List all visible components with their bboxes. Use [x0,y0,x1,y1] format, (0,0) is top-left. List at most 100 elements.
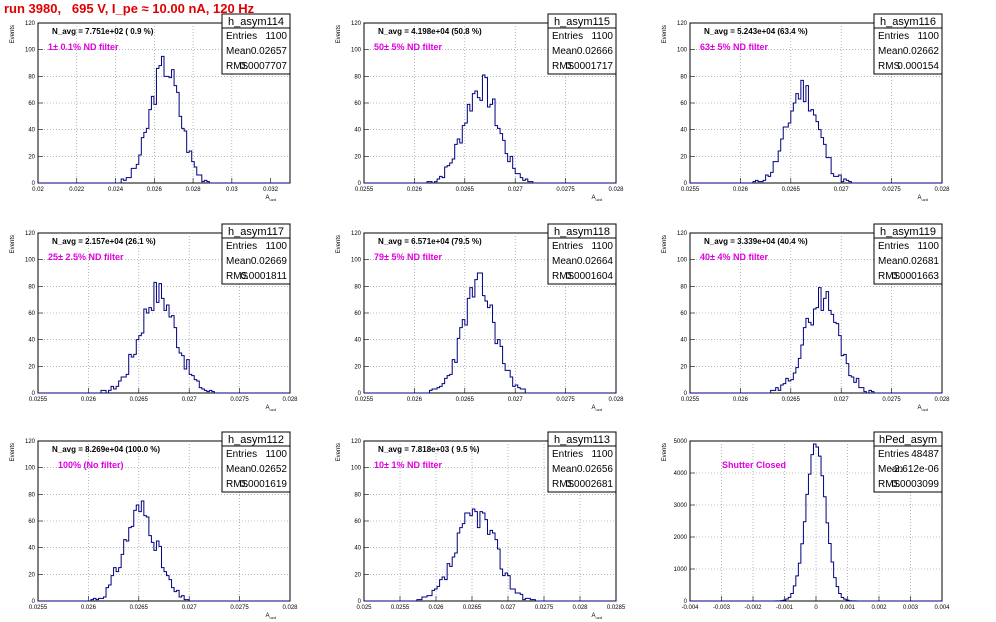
y-tick-label: 100 [351,466,362,472]
y-tick-label: 0 [358,181,362,187]
histogram-name: h_asym119 [880,226,936,238]
y-tick-label: 120 [25,439,36,445]
x-tick-label: -0.001 [776,605,794,611]
x-tick-label: 0.0275 [230,397,249,403]
navg-label: N_avg = 5.243e+04 (63.4 %) [704,27,808,36]
y-tick-label: 120 [25,21,36,27]
navg-label: N_avg = 7.818e+03 ( 9.5 %) [378,445,480,454]
y-tick-label: 60 [354,519,361,525]
y-tick-label: 100 [25,48,36,54]
x-tick-label: -0.004 [681,605,699,611]
x-tick-label: 0.0275 [556,187,575,193]
histogram-name: h_asym117 [228,226,284,238]
y-tick-label: 20 [354,572,361,578]
stat-key-entries: Entries [878,31,909,42]
x-axis-label: Auzd [266,195,276,202]
stat-key-entries: Entries [226,241,257,252]
y-axis-label: Events [662,235,668,253]
stat-key-mean: Mean [552,46,577,57]
filter-label: 1± 0.1% ND filter [48,42,119,52]
stat-key-rms: RMS [552,479,575,490]
stat-value-mean: -2.612e-06 [891,464,940,475]
y-tick-label: 100 [351,48,362,54]
y-tick-label: 0 [32,599,36,605]
stat-value-mean: 0.02666 [577,46,614,57]
x-axis-label: Auzd [918,195,928,202]
x-tick-label: 0.028 [572,605,588,611]
x-axis-label: Auzd [592,195,602,202]
x-tick-label: 0.028 [282,605,298,611]
y-tick-label: 80 [680,74,687,80]
stat-value-rms: 0.0002681 [566,479,614,490]
stats-box [547,13,617,75]
histogram-panel-h_asym118: 0.0255 0.026 0.0265 0.027 0.0275 0.028 0 20 40 60… [336,223,624,412]
x-tick-label: 0.0285 [607,605,626,611]
filter-label: 25± 2.5% ND filter [48,252,124,262]
page-title: run 3980, 695 V, I_pe ≈ 10.00 nA, 120 Hz [4,1,255,16]
histogram-series-h_asym113 [364,508,616,602]
histogram-series-h_asym119 [690,287,942,394]
x-tick-label: 0.028 [282,397,298,403]
stat-key-entries: Entries [878,241,909,252]
histogram-panel-hPed_asym: -0.004 -0.003 -0.002 -0.001 0 0.001 0.002 0.003… [662,431,950,611]
y-tick-label: 100 [351,258,362,264]
stat-value-rms: 0.0001811 [240,271,287,282]
stat-value-rms: 0.0003099 [892,479,940,490]
x-tick-label: 0.024 [108,187,124,193]
stat-key-rms: RMS [878,479,901,490]
x-tick-label: -0.002 [744,605,762,611]
stat-key-mean: Mean [552,256,577,267]
histogram-panel-h_asym112: 0.0255 0.026 0.0265 0.027 0.0275 0.028 0 20 40 60… [10,431,298,620]
stat-key-mean: Mean [226,464,251,475]
stat-value-entries: 1100 [265,241,287,252]
x-tick-label: 0.0275 [230,605,249,611]
x-tick-label: 0.026 [147,187,163,193]
x-tick-label: 0.028 [934,187,950,193]
x-tick-label: 0.027 [508,397,524,403]
y-tick-label: 100 [677,258,688,264]
x-tick-label: 0.0255 [29,397,48,403]
x-axis-label: Auzd [918,405,928,412]
x-tick-label: 0.0265 [782,397,801,403]
stat-value-rms: 0.0001717 [566,61,614,72]
stat-key-entries: Entries [226,449,257,460]
stats-box [873,431,943,493]
y-tick-label: 80 [28,74,35,80]
x-tick-label: 0.025 [356,605,372,611]
x-tick-label: 0.004 [934,605,950,611]
stat-value-mean: 0.02662 [903,46,940,57]
y-tick-label: 120 [25,231,36,237]
histogram-panel-h_asym119: 0.0255 0.026 0.0265 0.027 0.0275 0.028 0 20 40 60… [662,223,950,412]
stats-box [221,431,291,493]
filter-label: 50± 5% ND filter [374,42,442,52]
x-tick-label: 0.03 [226,187,238,193]
y-axis-label: Events [336,443,342,461]
x-tick-label: 0.0255 [29,605,48,611]
x-tick-label: 0.028 [934,397,950,403]
stat-key-entries: Entries [226,31,257,42]
y-tick-label: 120 [351,439,362,445]
x-tick-label: 0.0265 [456,187,475,193]
stat-key-rms: RMS [878,271,901,282]
x-tick-label: 0.001 [840,605,856,611]
stat-key-entries: Entries [552,31,583,42]
y-tick-label: 80 [28,284,35,290]
y-tick-label: 80 [354,492,361,498]
x-tick-label: 0.027 [834,397,850,403]
filter-label: 100% (No filter) [58,460,124,470]
y-tick-label: 3000 [674,503,688,509]
x-tick-label: 0.0275 [882,397,901,403]
filter-label: 10± 1% ND filter [374,460,442,470]
x-tick-label: 0.027 [500,605,516,611]
filter-label: Shutter Closed [722,460,786,470]
stat-value-entries: 48487 [911,449,939,460]
x-tick-label: 0.003 [903,605,919,611]
histogram-series-h_asym118 [364,272,616,394]
y-tick-label: 0 [32,181,36,187]
y-tick-label: 80 [354,284,361,290]
y-tick-label: 1000 [674,567,688,573]
x-tick-label: 0.026 [428,605,444,611]
x-tick-label: 0.0275 [535,605,554,611]
y-tick-label: 0 [684,181,688,187]
stat-key-entries: Entries [552,449,583,460]
